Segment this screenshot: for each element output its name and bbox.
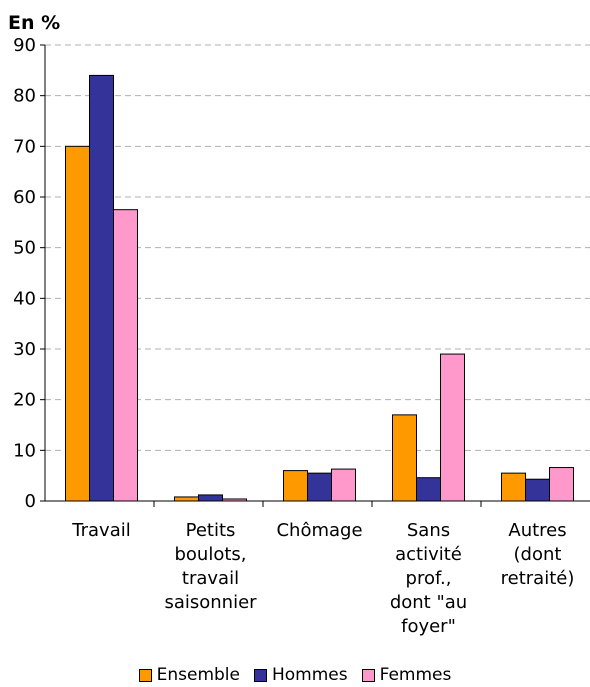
bar-ensemble	[65, 145, 90, 502]
bar-hommes	[89, 74, 114, 502]
legend-swatch	[254, 668, 267, 682]
legend-label: Ensemble	[156, 665, 240, 685]
y-tick-label: 70	[13, 136, 36, 157]
x-tick-label: Sans activité prof., dont "au foyer"	[390, 520, 467, 637]
y-tick-label: 90	[13, 35, 36, 56]
x-tick-label: Autres (dont retraité)	[501, 520, 575, 589]
y-tick-label: 50	[13, 238, 36, 259]
y-axis-title: En %	[8, 12, 61, 34]
bar-femmes	[440, 353, 465, 502]
y-tick-label: 30	[13, 339, 36, 360]
bar-hommes	[307, 472, 332, 502]
bar-hommes	[416, 477, 441, 502]
bar-ensemble	[174, 496, 199, 502]
bar-femmes	[222, 498, 247, 502]
x-tick-label: Chômage	[276, 520, 362, 541]
legend-item-ensemble: Ensemble	[138, 665, 240, 685]
legend-label: Femmes	[379, 665, 452, 685]
legend-swatch	[361, 668, 375, 682]
bar-hommes	[198, 494, 223, 502]
y-tick-label: 40	[13, 288, 36, 309]
y-tick-label: 20	[13, 390, 36, 411]
bar-femmes	[113, 209, 138, 502]
legend-item-femmes: Femmes	[361, 665, 452, 685]
bar-femmes	[549, 467, 574, 502]
bar-ensemble	[283, 470, 308, 502]
legend-swatch	[138, 668, 152, 682]
y-tick-label: 60	[13, 187, 36, 208]
y-tick-label: 10	[13, 440, 36, 461]
legend: Ensemble Hommes Femmes	[0, 665, 590, 685]
bar-hommes	[525, 478, 550, 502]
x-tick-label: Travail	[71, 520, 130, 541]
y-tick-label: 0	[25, 491, 36, 512]
legend-item-hommes: Hommes	[254, 665, 348, 685]
x-tick-label: Petits boulots, travail saisonnier	[164, 520, 257, 613]
y-tick-label: 80	[13, 86, 36, 107]
bar-femmes	[331, 468, 356, 502]
bar-ensemble	[392, 414, 417, 502]
legend-label: Hommes	[272, 665, 348, 685]
bar-ensemble	[501, 472, 526, 502]
